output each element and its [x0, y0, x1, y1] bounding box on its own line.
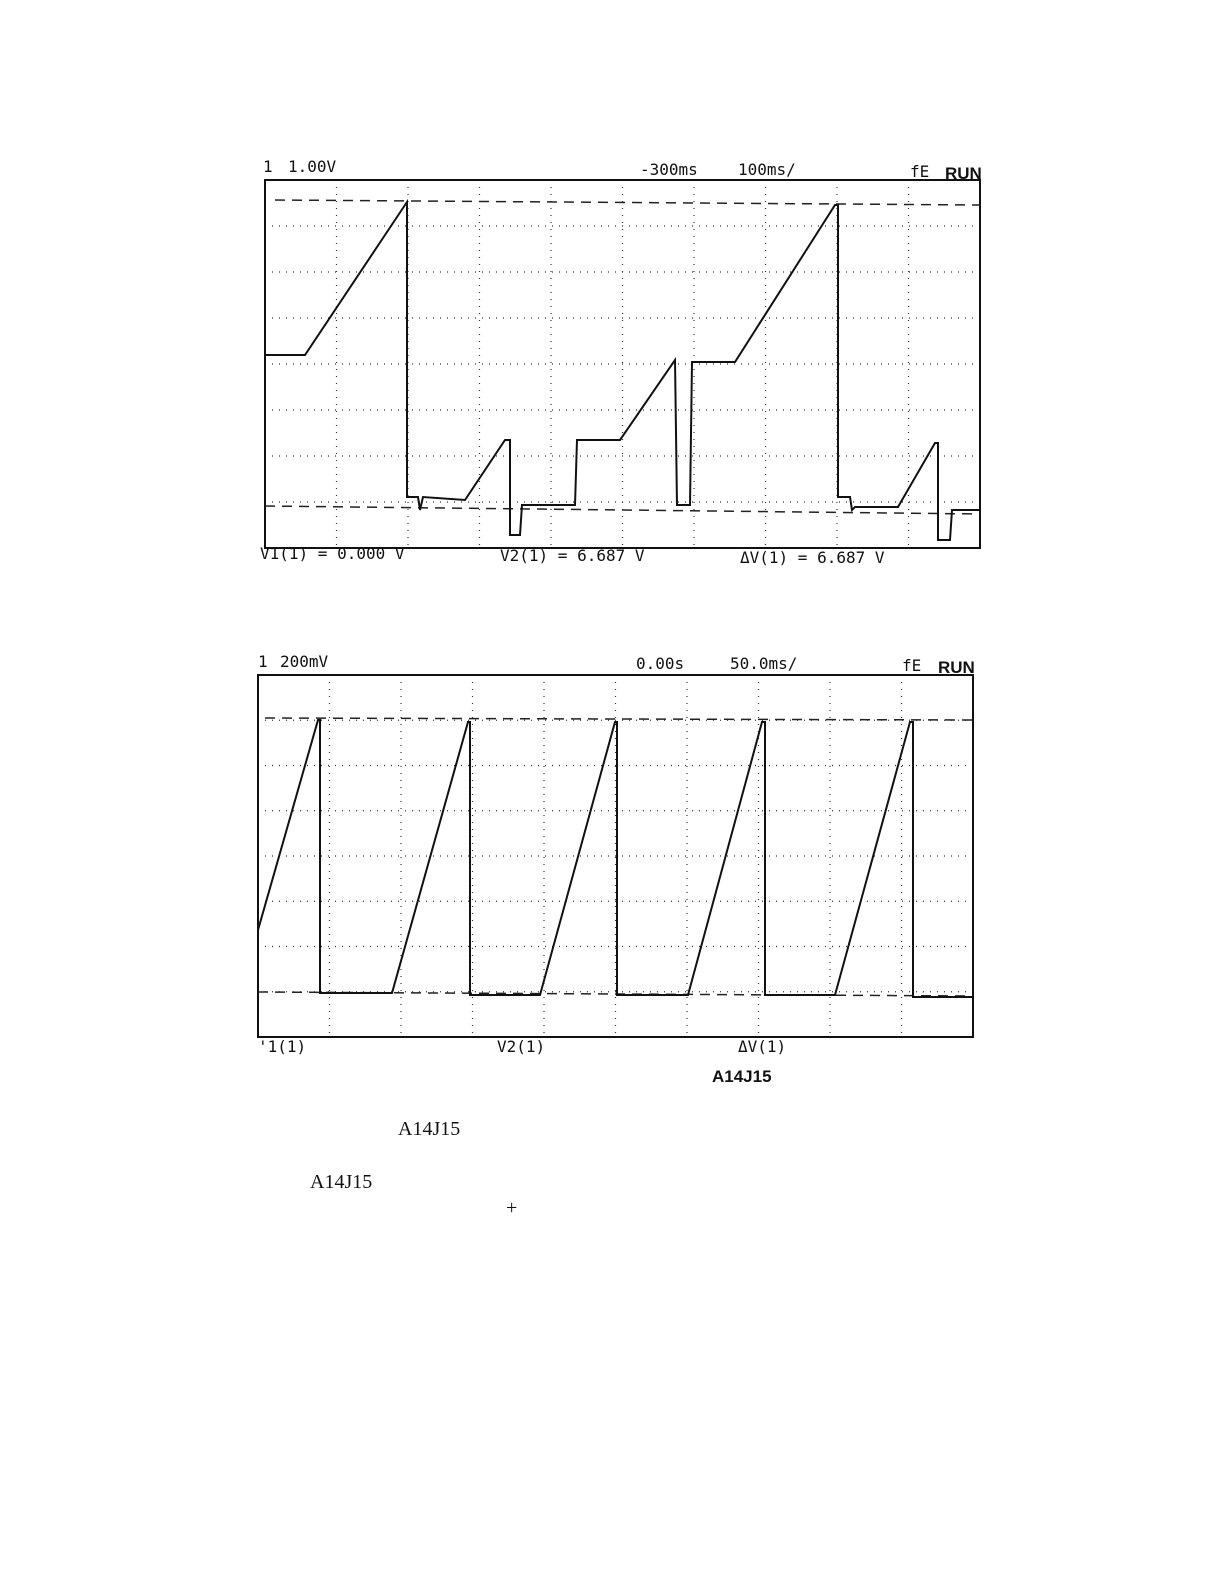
- caption: A14J15: [712, 1067, 772, 1086]
- readout: ΔV(1): [738, 1037, 786, 1056]
- timebase: 100ms/: [738, 160, 796, 179]
- delay: 0.00s: [636, 654, 684, 673]
- readout: ΔV(1) = 6.687 V: [740, 548, 885, 567]
- scope-frame: [264, 179, 981, 549]
- body-text: A14J15: [398, 1118, 460, 1140]
- channel: 1: [263, 157, 273, 176]
- scope-frame: [257, 674, 974, 1038]
- body-text: A14J15: [310, 1171, 372, 1193]
- body-text: +: [506, 1197, 517, 1219]
- readout: V1(1) = 0.000 V: [260, 544, 405, 563]
- timebase: 50.0ms/: [730, 654, 797, 673]
- status: RUN: [938, 658, 975, 677]
- trigger: fE: [910, 162, 929, 181]
- cursor-line: [264, 717, 974, 721]
- waveform: [265, 198, 980, 541]
- cursor-line: [264, 505, 981, 515]
- grids: [258, 180, 980, 1037]
- status: RUN: [945, 164, 982, 183]
- delay: -300ms: [640, 160, 698, 179]
- readout: V2(1): [497, 1037, 545, 1056]
- readout: '1(1): [258, 1037, 306, 1056]
- scale: 200mV: [280, 652, 329, 671]
- cursor-line: [274, 199, 981, 206]
- channel: 1: [258, 652, 268, 671]
- waveform: [257, 719, 973, 998]
- readout: V2(1) = 6.687 V: [500, 546, 645, 565]
- trigger: fE: [902, 656, 921, 675]
- scale: 1.00V: [288, 157, 337, 176]
